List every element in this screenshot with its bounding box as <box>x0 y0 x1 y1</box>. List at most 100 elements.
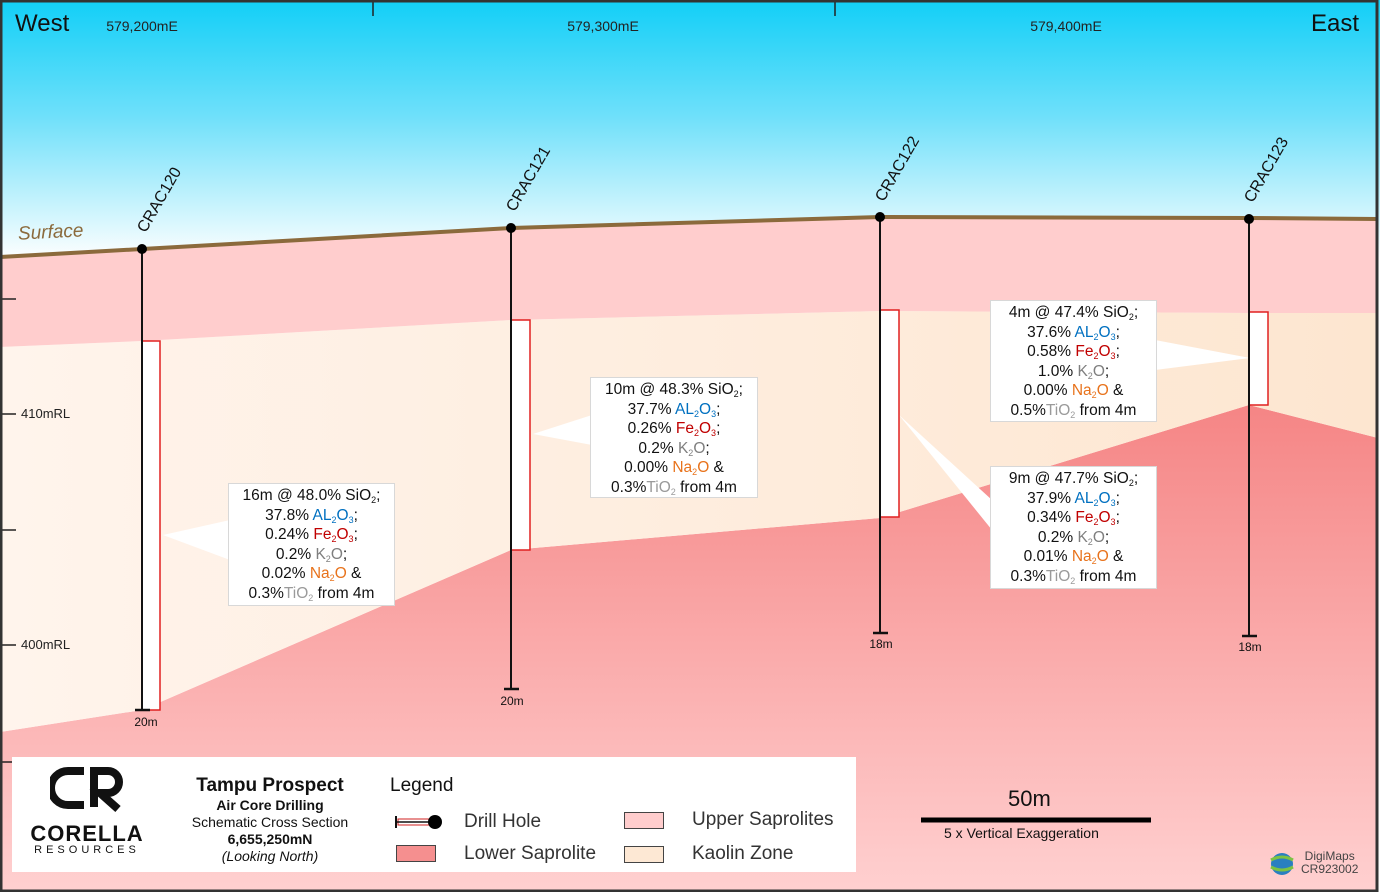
callout-text: AL <box>312 506 332 524</box>
drill-hole-crac123[interactable] <box>1242 214 1269 638</box>
callout-text: O <box>1096 548 1109 565</box>
lower-saprolite-swatch <box>396 845 436 862</box>
callout-text: TiO <box>1045 567 1071 585</box>
callout-text: ; <box>342 545 348 563</box>
callout-text: ; <box>1104 362 1110 380</box>
callout-text: & <box>346 565 362 582</box>
drill-hole-crac120[interactable] <box>135 244 161 712</box>
callout-text: 0.3% <box>248 584 284 602</box>
northing: 6,655,250mN <box>227 831 313 847</box>
rl-label-400: 400mRL <box>21 637 71 652</box>
callout-text: 2 <box>733 389 739 399</box>
callout-text: Fe <box>1075 343 1094 360</box>
callout-text: ; <box>716 400 721 418</box>
credit-name: DigiMaps <box>1304 849 1355 863</box>
callout-text: 2 <box>1091 390 1097 400</box>
callout-text: 0.02% <box>261 565 310 582</box>
callout-line: 0.02% Na2O & <box>233 564 390 584</box>
callout-text: TiO <box>283 584 309 602</box>
callout-line: 0.34% Fe2O3; <box>995 508 1152 528</box>
company-sub: RESOURCES <box>34 844 140 856</box>
callout-line: 37.6% AL2O3; <box>995 323 1152 343</box>
callout-text: O <box>1098 343 1111 360</box>
view-direction: (Looking North) <box>221 848 319 864</box>
callout-text: 37.8% <box>265 506 313 524</box>
callout-text: from 4m <box>1075 567 1137 585</box>
callout-text: O <box>334 565 347 582</box>
callout-text: Fe <box>675 420 694 437</box>
callout-text: ; <box>705 439 710 457</box>
callout-text: 0.5% <box>1010 401 1046 419</box>
callout-text: ; <box>1133 470 1139 487</box>
callout-text: O <box>1098 323 1111 341</box>
callout-text: AL <box>1074 323 1094 341</box>
east-label: East <box>1311 10 1360 37</box>
callout-text: 37.6% <box>1027 323 1075 341</box>
callout-text: 2 <box>1093 351 1099 361</box>
callout-text: 16m @ 48.0% SiO <box>242 487 372 504</box>
callout-text: K <box>315 545 326 563</box>
callout-pointer <box>1155 340 1250 370</box>
callout-text: 0.24% <box>265 526 314 543</box>
west-label: West <box>15 10 70 37</box>
callout-text: 4m @ 47.4% SiO <box>1008 304 1129 321</box>
surface-line <box>0 214 1379 259</box>
callout-text: O <box>699 400 712 418</box>
callout-text: 2 <box>1070 575 1076 586</box>
callout-text: AL <box>1074 489 1094 507</box>
callout-text: ; <box>1115 323 1120 341</box>
callout-pointer <box>533 415 592 445</box>
callout-pointer <box>163 520 230 560</box>
callout-text: O <box>1092 528 1105 546</box>
callout-text: O <box>698 420 712 437</box>
callout-text: 2 <box>1093 331 1099 342</box>
callout-text: TiO <box>646 478 671 496</box>
upper-saprolite-zone <box>0 217 1378 347</box>
legend-upper-saprolites: Upper Saprolites <box>692 809 834 830</box>
company-name: CORELLA <box>30 821 144 846</box>
drill-hole-crac121[interactable] <box>504 223 531 691</box>
callout-text: ; <box>353 506 358 524</box>
callout-text: 2 <box>325 553 331 564</box>
callout-text: 0.00% <box>1023 382 1072 399</box>
callout-text: 3 <box>1110 517 1116 527</box>
callout-text: TiO <box>1045 401 1071 419</box>
callout-text: 2 <box>1070 409 1076 420</box>
scale-label: 50m <box>1008 786 1051 811</box>
callout-text: Fe <box>313 526 332 543</box>
callout-line: 0.3%TiO2 from 4m <box>995 567 1152 587</box>
callout-text: O <box>693 439 706 457</box>
callout-line: 0.58% Fe2O3; <box>995 342 1152 362</box>
callout-text: 2 <box>1093 517 1099 527</box>
callout-text: O <box>336 506 349 524</box>
callout-text: 3 <box>1110 331 1116 342</box>
callout-line: 0.2% K2O; <box>595 439 753 459</box>
callout-text: ; <box>1115 343 1120 360</box>
prospect-title: Tampu Prospect <box>196 775 344 796</box>
legend-title: Legend <box>390 775 454 796</box>
callout-text: 1.0% <box>1037 362 1078 380</box>
callout-line: 0.3%TiO2 from 4m <box>233 584 390 604</box>
callout-text: 10m @ 48.3% SiO <box>605 381 734 398</box>
callout-text: 2 <box>693 428 699 438</box>
callout-text: 0.58% <box>1027 343 1076 360</box>
callout-line: 0.00% Na2O & <box>595 458 753 478</box>
callout-text: 2 <box>308 592 314 603</box>
callout-line: 0.24% Fe2O3; <box>233 525 390 545</box>
easting-label: 579,300mE <box>567 18 639 34</box>
callout-text: 0.00% <box>624 459 673 476</box>
rl-label-410: 410mRL <box>21 406 71 421</box>
drill-hole-crac122[interactable] <box>873 212 900 635</box>
surface-label: Surface <box>17 220 84 245</box>
callout-text: & <box>1108 382 1124 399</box>
callout-text: K <box>1077 528 1088 546</box>
digimaps-credit: DigiMaps CR923002 <box>1301 850 1358 876</box>
callout-text: 2 <box>1128 478 1134 488</box>
callout-text: ; <box>1104 528 1110 546</box>
callout-text: 2 <box>688 447 694 458</box>
callout-text: O <box>336 526 349 543</box>
callout-text: 37.7% <box>627 400 676 418</box>
subtitle: Air Core Drilling <box>216 797 324 813</box>
callout-text: O <box>697 459 710 476</box>
